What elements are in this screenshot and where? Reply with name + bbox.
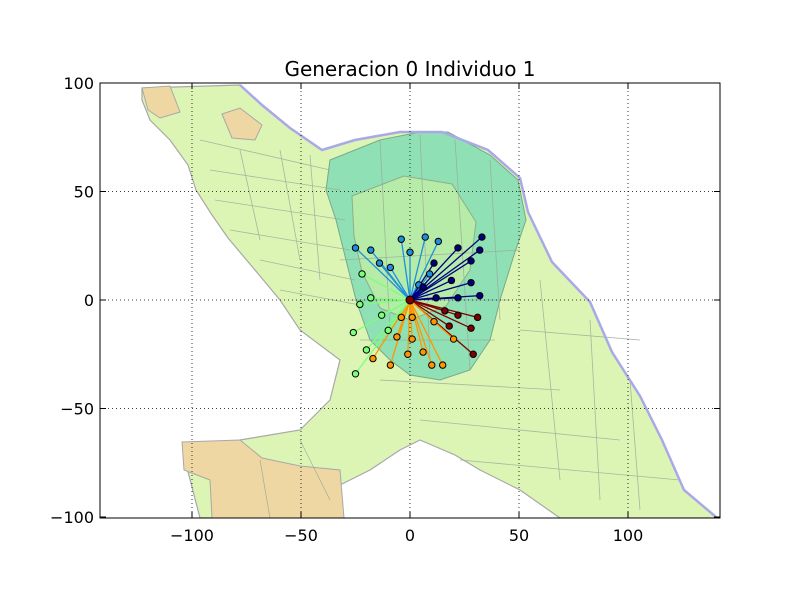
route-line-5: [365, 299, 411, 351]
depot-point: [405, 295, 415, 305]
customer-point-1: [421, 233, 429, 241]
customer-point-2: [454, 294, 462, 302]
customer-point-2: [476, 246, 484, 254]
route-line-4: [407, 299, 411, 355]
route-line-2: [409, 279, 452, 301]
y-tick-label: 100: [63, 74, 94, 93]
y-tick-label: −50: [60, 400, 94, 419]
customer-point-5: [362, 346, 371, 354]
route-line-5: [354, 299, 411, 375]
customer-point-2: [430, 259, 438, 267]
customer-point-5: [351, 370, 360, 378]
y-tick-label: −100: [50, 508, 94, 527]
x-tick-label: 100: [613, 526, 644, 545]
customer-point-3: [467, 324, 475, 332]
customer-point-4: [408, 313, 416, 322]
x-tick-label: 0: [405, 526, 415, 545]
x-tick-label: −100: [170, 526, 214, 545]
customer-point-1: [351, 244, 360, 252]
customer-point-5: [356, 300, 364, 309]
route-line-2: [409, 249, 481, 301]
route-line-2: [409, 282, 472, 301]
customer-point-5: [349, 328, 358, 337]
map-district-lines: [199, 134, 681, 518]
customer-point-4: [419, 348, 427, 356]
route-line-5: [370, 297, 411, 301]
y-tick-label: 0: [84, 291, 94, 310]
customer-point-4: [404, 350, 412, 358]
map-coastline: [239, 84, 717, 518]
customer-point-1: [367, 246, 375, 254]
customer-point-5: [384, 326, 392, 335]
customer-point-2: [476, 291, 484, 300]
axis-ticks: −100 −50 0 50 100 100 50 0 −50 −100: [50, 74, 720, 545]
customer-point-4: [449, 335, 458, 343]
chart-title: Generacion 0 Individuo 1: [284, 57, 535, 81]
route-line-5: [359, 299, 411, 305]
route-line-4: [409, 299, 424, 353]
customer-point-3: [469, 350, 477, 358]
map-north-district-2: [221, 107, 263, 141]
customer-point-2: [467, 257, 475, 265]
customer-point-5: [367, 294, 375, 302]
customer-points: [349, 233, 486, 378]
route-line-2: [409, 260, 472, 301]
route-line-4: [389, 299, 411, 366]
customer-point-2: [447, 276, 456, 285]
customer-point-1: [434, 237, 443, 246]
customer-point-3: [473, 313, 482, 322]
route-line-1: [355, 247, 411, 301]
route-line-1: [400, 239, 411, 301]
route-line-3: [409, 299, 472, 329]
route-line-1: [409, 236, 426, 301]
route-line-5: [361, 273, 411, 301]
y-tick-label: 50: [74, 183, 94, 202]
route-line-1: [389, 267, 411, 301]
route-line-4: [409, 299, 444, 366]
customer-point-1: [397, 235, 405, 243]
customer-point-4: [393, 333, 401, 341]
customer-point-4: [430, 318, 438, 326]
route-line-2: [409, 262, 435, 301]
customer-point-4: [428, 361, 436, 369]
customer-point-4: [439, 361, 447, 369]
customer-point-2: [432, 294, 440, 302]
map-north-district: [141, 85, 181, 119]
customer-point-5: [358, 270, 366, 278]
customer-point-2: [467, 278, 475, 287]
x-tick-label: 50: [509, 526, 529, 545]
route-line-3: [409, 299, 450, 327]
x-tick-label: −50: [284, 526, 318, 545]
customer-point-1: [375, 259, 384, 267]
depot-marker: [405, 295, 415, 305]
customer-point-5: [377, 311, 386, 319]
route-line-1: [409, 241, 439, 301]
customer-point-4: [369, 354, 377, 363]
route-line-4: [409, 299, 433, 366]
customer-point-1: [425, 270, 434, 278]
customer-point-2: [454, 244, 462, 252]
customer-point-2: [478, 233, 486, 241]
customer-point-2: [419, 283, 427, 291]
customer-point-3: [454, 311, 462, 319]
route-line-1: [378, 262, 411, 301]
customer-point-4: [386, 361, 395, 369]
customer-point-1: [386, 263, 395, 272]
customer-point-3: [445, 322, 453, 330]
customer-point-4: [397, 313, 405, 322]
customer-point-4: [408, 335, 416, 343]
customer-point-1: [406, 248, 414, 256]
grid-lines: [100, 83, 720, 518]
customer-point-3: [441, 307, 449, 315]
route-line-2: [409, 295, 480, 301]
